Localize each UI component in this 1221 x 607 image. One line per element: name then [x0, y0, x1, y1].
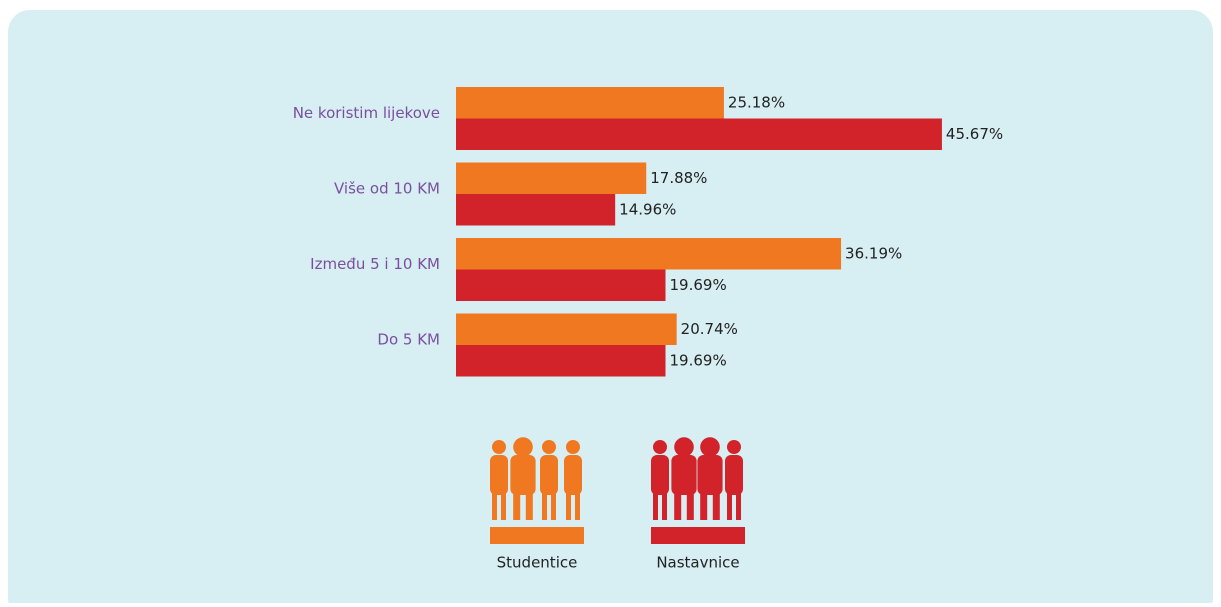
category-label: Ne koristim lijekove: [293, 104, 440, 122]
silhouette: [510, 455, 535, 495]
silhouette: [653, 490, 658, 520]
silhouette: [566, 440, 580, 454]
value-label: 20.74%: [681, 320, 738, 338]
category-label: Više od 10 KM: [334, 180, 440, 198]
silhouette: [513, 490, 520, 520]
value-label: 19.69%: [670, 351, 727, 369]
silhouette: [542, 490, 547, 520]
bar: [456, 194, 615, 226]
chart: Ne koristim lijekove 25.18% 45.67% Više od …: [0, 0, 1221, 603]
silhouette: [687, 490, 694, 520]
silhouette: [490, 455, 508, 495]
silhouette: [542, 440, 556, 454]
bar: [456, 238, 841, 270]
legend-label: Nastavnice: [656, 554, 739, 572]
bar: [456, 163, 646, 195]
silhouette: [725, 455, 743, 495]
silhouette: [653, 440, 667, 454]
legend-label: Studentice: [497, 554, 578, 572]
value-label: 14.96%: [619, 200, 676, 218]
silhouette: [700, 437, 720, 457]
silhouette: [736, 490, 741, 520]
bar: [456, 314, 677, 346]
silhouette: [700, 490, 707, 520]
silhouette: [671, 455, 696, 495]
legend-swatch: [490, 527, 584, 544]
value-label: 17.88%: [650, 169, 707, 187]
silhouette: [651, 455, 669, 495]
silhouette: [713, 490, 720, 520]
silhouette: [501, 490, 506, 520]
silhouette: [540, 455, 558, 495]
silhouette: [662, 490, 667, 520]
silhouette: [674, 490, 681, 520]
bar: [456, 119, 942, 151]
silhouette: [492, 490, 497, 520]
silhouette: [492, 440, 506, 454]
category-label: Do 5 KM: [377, 331, 440, 349]
value-label: 25.18%: [728, 93, 785, 111]
value-label: 45.67%: [946, 125, 1003, 143]
silhouette: [551, 490, 556, 520]
silhouette: [727, 440, 741, 454]
category-label: Između 5 i 10 KM: [310, 255, 440, 273]
bar: [456, 345, 666, 377]
silhouette: [566, 490, 571, 520]
legend-swatch: [651, 527, 745, 544]
bar: [456, 270, 666, 302]
silhouette: [727, 490, 732, 520]
value-label: 36.19%: [845, 244, 902, 262]
silhouette: [564, 455, 582, 495]
bar: [456, 87, 724, 119]
silhouette: [575, 490, 580, 520]
silhouette: [526, 490, 533, 520]
value-label: 19.69%: [670, 276, 727, 294]
silhouette: [513, 437, 533, 457]
silhouette: [697, 455, 722, 495]
silhouette: [674, 437, 694, 457]
